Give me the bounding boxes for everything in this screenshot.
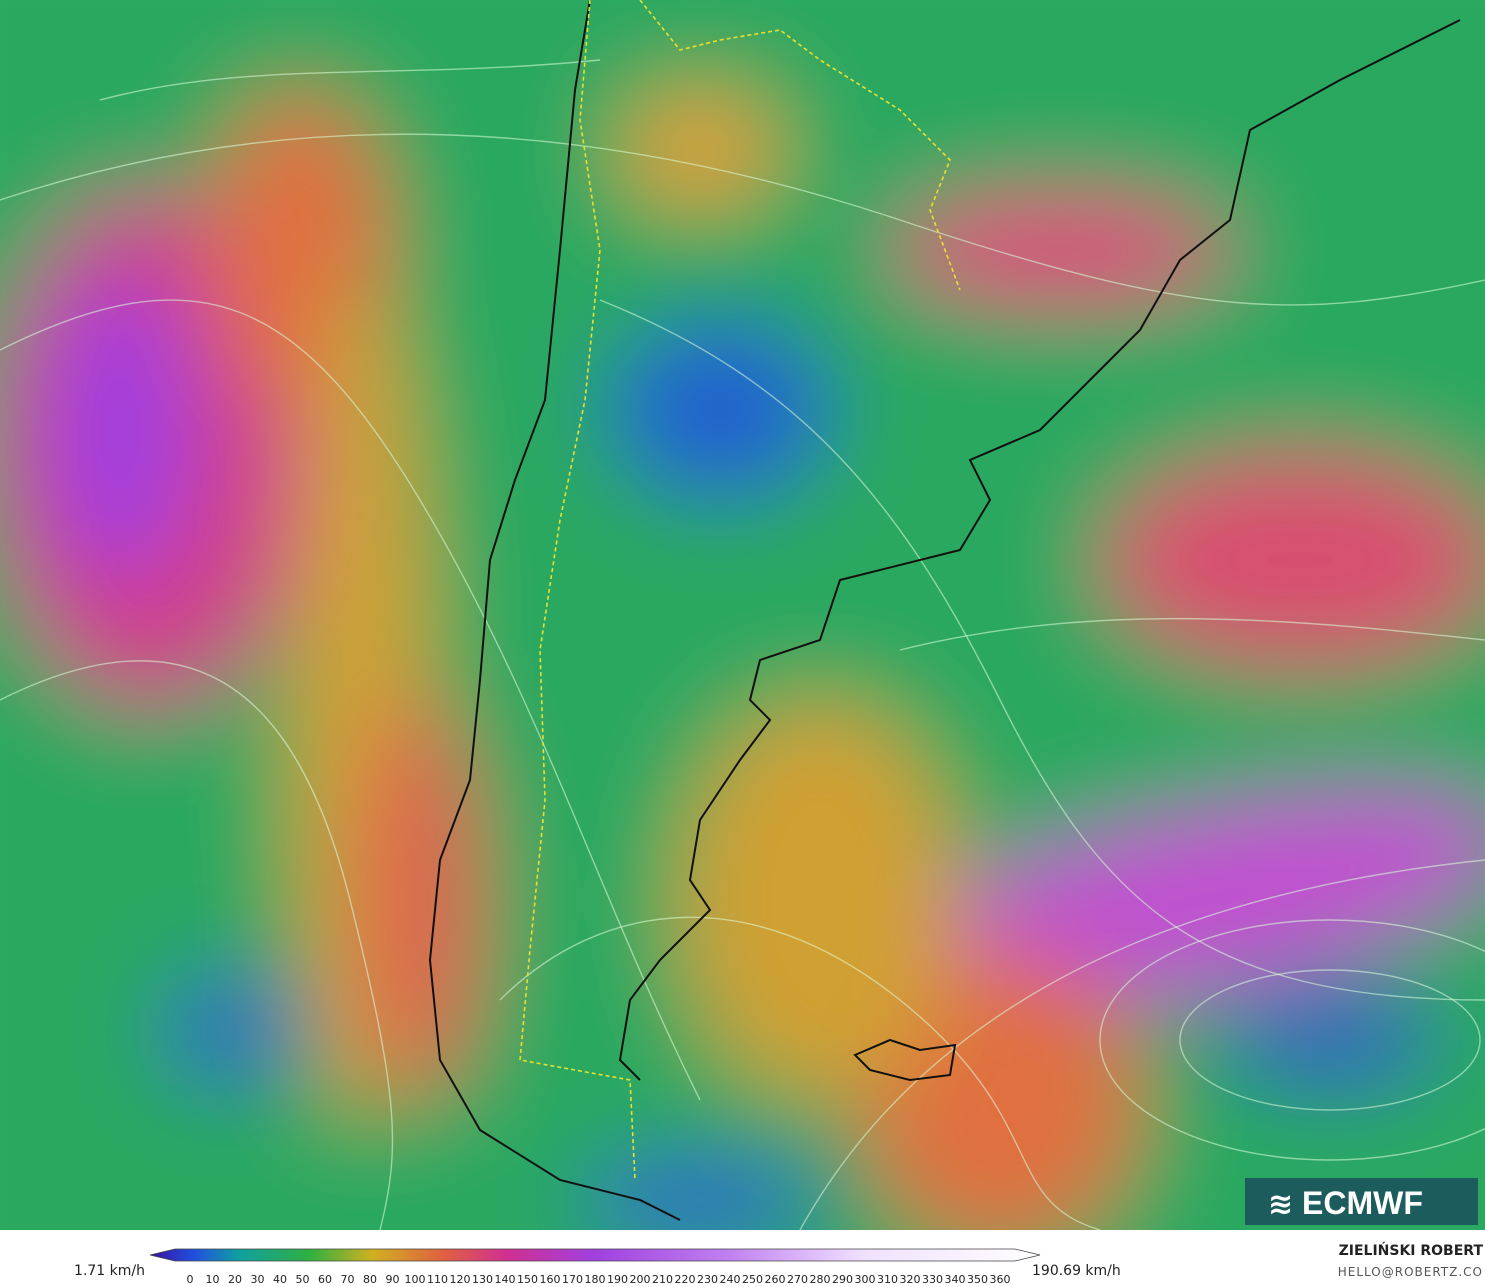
colorbar-tick-label: 190 (607, 1273, 628, 1286)
colorbar-tick-label: 230 (697, 1273, 718, 1286)
credit-email: HELLO@ROBERTZ.CO (1338, 1265, 1483, 1279)
colorbar-tick-label: 0 (187, 1273, 194, 1286)
wind-map: ≋ ECMWF (0, 0, 1485, 1230)
colorbar-tick-label: 80 (363, 1273, 377, 1286)
colorbar-tick-label: 360 (990, 1273, 1011, 1286)
colorbar-panel: 1.71 km/h 190.69 km/h ZIELIŃSKI ROBERT H… (74, 1241, 1484, 1286)
colorbar-tick-label: 350 (967, 1273, 988, 1286)
colorbar-tick-label: 60 (318, 1273, 332, 1286)
colorbar-tick-label: 180 (585, 1273, 606, 1286)
colorbar-tick-label: 100 (405, 1273, 426, 1286)
colorbar-tick-label: 160 (540, 1273, 561, 1286)
colorbar (149, 1248, 1041, 1262)
colorbar-tick-label: 310 (877, 1273, 898, 1286)
colorbar-tick-label: 120 (450, 1273, 471, 1286)
colorbar-tick-label: 320 (900, 1273, 921, 1286)
wind-field (0, 0, 1485, 1230)
falkland-islands (853, 1038, 957, 1082)
logo-text: ECMWF (1302, 1185, 1423, 1221)
colorbar-tick-label: 280 (810, 1273, 831, 1286)
colorbar-tick-label: 90 (386, 1273, 400, 1286)
colorbar-tick-label: 220 (675, 1273, 696, 1286)
colorbar-tick-label: 270 (787, 1273, 808, 1286)
colorbar-tick-label: 130 (472, 1273, 493, 1286)
colorbar-tick-label: 10 (206, 1273, 220, 1286)
colorbar-tick-label: 140 (495, 1273, 516, 1286)
svg-text:≋: ≋ (1268, 1187, 1293, 1222)
colorbar-tick-label: 260 (765, 1273, 786, 1286)
streamlines (0, 59, 1485, 1230)
colorbar-tick-label: 50 (296, 1273, 310, 1286)
colorbar-tick-label: 200 (630, 1273, 651, 1286)
colorbar-tick-label: 210 (652, 1273, 673, 1286)
max-label: 190.69 km/h (1032, 1263, 1121, 1279)
logo: ≋ ECMWF (1245, 1178, 1478, 1225)
colorbar-tick-label: 70 (341, 1273, 355, 1286)
colorbar-tick-label: 150 (517, 1273, 538, 1286)
colorbar-tick-label: 250 (742, 1273, 763, 1286)
colorbar-tick-label: 340 (945, 1273, 966, 1286)
colorbar-tick-label: 110 (427, 1273, 448, 1286)
colorbar-tick-label: 30 (251, 1273, 265, 1286)
colorbar-tick-label: 40 (273, 1273, 287, 1286)
credit-name: ZIELIŃSKI ROBERT (1339, 1241, 1484, 1259)
colorbar-tick-label: 290 (832, 1273, 853, 1286)
colorbar-tick-label: 330 (922, 1273, 943, 1286)
border (519, 0, 961, 1181)
colorbar-ticks: 0 10 20 30 40 50 60 70 80 90 100 110 120 130 140 150 160… (187, 1273, 1011, 1286)
coastline (428, 0, 1461, 1221)
colorbar-tick-label: 300 (855, 1273, 876, 1286)
colorbar-tick-label: 170 (562, 1273, 583, 1286)
colorbar-tick-label: 20 (228, 1273, 242, 1286)
colorbar-tick-label: 240 (720, 1273, 741, 1286)
min-label: 1.71 km/h (74, 1263, 145, 1279)
